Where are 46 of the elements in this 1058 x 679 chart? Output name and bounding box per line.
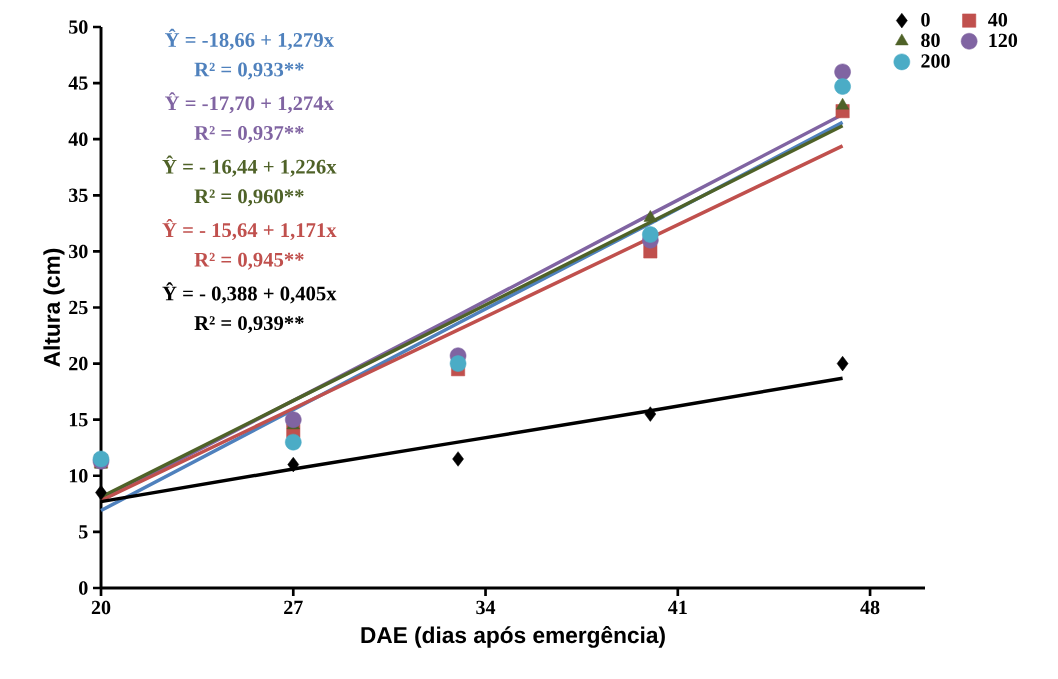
point (452, 451, 464, 467)
point (835, 97, 850, 110)
point (287, 456, 300, 473)
y-tick-label: 40 (68, 132, 88, 146)
y-tick-label: 15 (69, 413, 88, 427)
x-tick-label: 20 (91, 600, 111, 615)
legend-label: 200 (921, 54, 950, 68)
point (834, 78, 851, 95)
y-tick-label: 0 (79, 581, 88, 595)
point (644, 406, 657, 422)
point (285, 411, 302, 428)
y-tick-label: 50 (69, 20, 88, 34)
annotation: R² = 0,933** (194, 62, 304, 80)
annotation: Ŷ = - 0,388 + 0,405x (162, 282, 337, 304)
legend-label: 40 (988, 12, 1008, 27)
annotation: R² = 0,937** (194, 125, 304, 143)
point (834, 63, 851, 81)
point (95, 485, 107, 501)
y-tick-label: 5 (79, 525, 88, 539)
y-tick-label: 10 (69, 469, 88, 483)
x-tick-label: 41 (668, 600, 687, 614)
legend-label: 120 (989, 33, 1018, 48)
annotation: R² = 0,960** (194, 189, 304, 207)
y-tick-label: 20 (69, 356, 88, 371)
y-tick-label: 35 (69, 188, 88, 203)
annotation: Ŷ = -18,66 + 1,279x (165, 28, 334, 50)
point (449, 355, 467, 372)
y-tick-label: 25 (69, 300, 88, 315)
x-tick-label: 48 (860, 600, 880, 615)
y-tick-label: 30 (69, 244, 88, 259)
legend-label: 80 (921, 33, 940, 48)
point (642, 226, 659, 243)
point (836, 355, 849, 372)
x-tick-label: 34 (476, 600, 496, 615)
annotation: Ŷ = -17,70 + 1,274x (165, 92, 334, 114)
annotation: Ŷ = - 16,44 + 1,226x (162, 155, 337, 177)
point (285, 433, 302, 451)
y-tick-label: 45 (68, 76, 88, 90)
point (643, 210, 657, 222)
annotation: Ŷ = - 15,64 + 1,171x (162, 218, 337, 241)
annotation: R² = 0,939** (194, 316, 304, 334)
annotation: R² = 0,945** (194, 252, 304, 270)
y-axis-title: Altura (cm) (43, 248, 65, 367)
x-tick-label: 27 (284, 600, 303, 614)
legend-label: 0 (921, 12, 930, 27)
x-axis-title: DAE (dias após emergência) (361, 626, 665, 648)
